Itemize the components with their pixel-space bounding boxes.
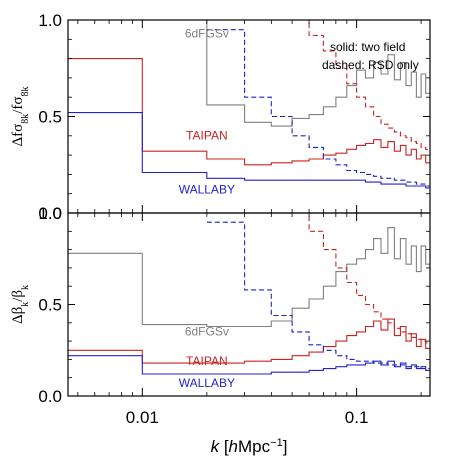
top-label-wallaby: WALLABY bbox=[179, 183, 235, 197]
bottom-series-wallaby-solid bbox=[68, 355, 430, 375]
ylabel-part: Δβ bbox=[10, 307, 26, 324]
ylabel-sub: 8k bbox=[20, 114, 31, 124]
top-ytick-label: 0.5 bbox=[38, 108, 62, 127]
xlabel-bracket: [ bbox=[224, 437, 229, 456]
xlabel-exp: −1 bbox=[270, 437, 283, 449]
top-ylabel: Δfσ8k/fσ8k bbox=[10, 87, 31, 147]
bottom-series-6dfgsv-solid bbox=[68, 227, 430, 328]
top-plot-area bbox=[68, 20, 430, 189]
bottom-series-taipan-dashed bbox=[308, 213, 430, 344]
ylabel-part: Δfσ bbox=[10, 124, 26, 147]
ylabel-part: /fσ bbox=[10, 97, 26, 114]
top-series-taipan-dashed bbox=[308, 20, 430, 150]
xtick-label: 0.01 bbox=[126, 408, 159, 427]
ylabel-sub: k bbox=[20, 302, 31, 307]
top-ytick-label: 0.0 bbox=[38, 204, 62, 223]
bottom-ylabel: Δβk/βk bbox=[10, 285, 31, 324]
bottom-label-taipan: TAIPAN bbox=[186, 354, 228, 368]
xlabel-bracket: ] bbox=[283, 437, 288, 456]
ylabel-sub: k bbox=[20, 285, 31, 290]
top-series-wallaby-solid bbox=[68, 112, 430, 189]
top-series-6dfgsv-solid bbox=[141, 20, 430, 127]
xlabel-var: k bbox=[211, 437, 224, 456]
x-axis-label: k [hMpc−1] bbox=[211, 437, 288, 456]
xlabel-unit-h: h bbox=[229, 437, 238, 456]
legend-line-dashed: dashed: RSD only bbox=[322, 58, 419, 72]
ylabel-sub: 8k bbox=[20, 87, 31, 97]
xtick-label: 0.1 bbox=[345, 408, 369, 427]
top-series-taipan-solid bbox=[68, 58, 430, 166]
bottom-panel-frame bbox=[67, 212, 431, 397]
top-ytick-label: 1.0 bbox=[38, 11, 62, 30]
bottom-label-wallaby: WALLABY bbox=[179, 376, 235, 390]
bottom-ytick-label: 1.0 bbox=[38, 204, 62, 223]
top-label-taipan: TAIPAN bbox=[186, 129, 228, 143]
xlabel-unit: Mpc bbox=[238, 437, 271, 456]
bottom-label-6dfgsv: 6dFGSv bbox=[185, 325, 229, 339]
bottom-ytick-label: 0.0 bbox=[38, 387, 62, 406]
bottom-ytick-label: 0.5 bbox=[38, 296, 62, 315]
top-label-6dfgsv: 6dFGSv bbox=[185, 26, 229, 40]
ylabel-part: /β bbox=[10, 290, 26, 302]
top-series-wallaby-dashed bbox=[206, 29, 430, 187]
bottom-series-taipan-solid bbox=[68, 318, 430, 364]
legend-line-solid: solid: two field bbox=[330, 40, 405, 54]
bottom-series-wallaby-dashed bbox=[206, 221, 430, 370]
bottom-plot-area bbox=[68, 213, 430, 375]
